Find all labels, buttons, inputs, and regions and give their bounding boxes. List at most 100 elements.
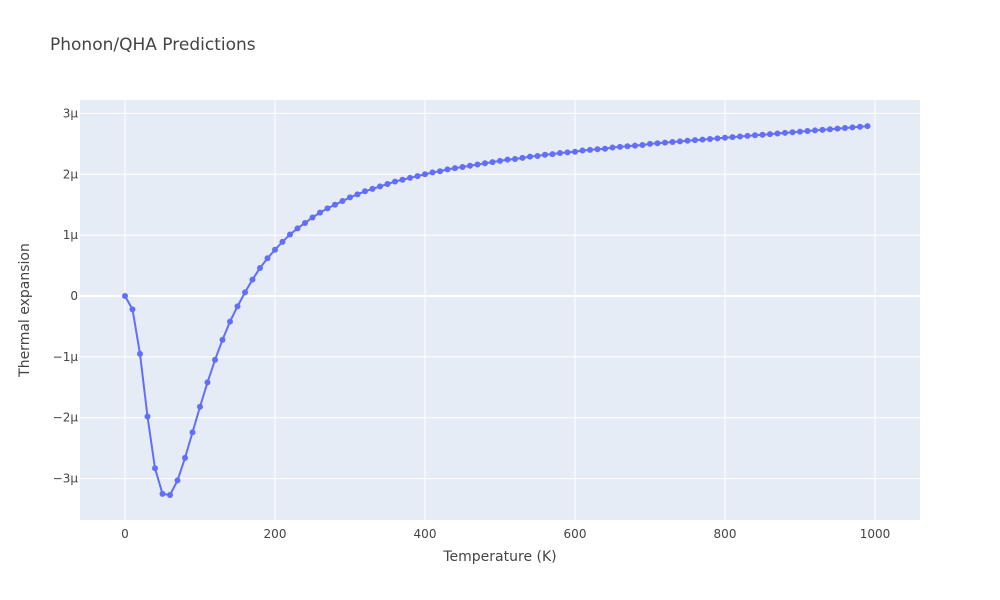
- data-point: [804, 128, 811, 135]
- data-point: [729, 134, 736, 141]
- y-tick-label: −2μ: [53, 411, 79, 425]
- data-point: [429, 169, 436, 176]
- y-tick-label: −3μ: [53, 472, 79, 486]
- data-point: [722, 134, 728, 141]
- y-tick-label: 2μ: [63, 167, 79, 181]
- data-point: [497, 157, 503, 164]
- data-point: [542, 151, 548, 158]
- data-point: [399, 176, 406, 183]
- data-point: [474, 161, 481, 168]
- data-point: [677, 138, 683, 145]
- data-point: [422, 171, 428, 178]
- y-tick-label: 1μ: [63, 228, 79, 242]
- data-point: [377, 183, 383, 190]
- x-tick-label: 600: [564, 527, 587, 541]
- data-point: [339, 198, 346, 205]
- data-point: [782, 129, 788, 136]
- data-point: [137, 350, 143, 357]
- data-point: [414, 173, 421, 180]
- data-point: [279, 238, 286, 245]
- data-point: [459, 163, 466, 170]
- y-tick-label: 0: [70, 289, 78, 303]
- data-point: [647, 140, 653, 147]
- data-point: [759, 131, 766, 138]
- data-point: [684, 137, 691, 144]
- data-point: [257, 265, 263, 271]
- data-point: [287, 231, 293, 238]
- data-point: [489, 159, 496, 166]
- data-point: [242, 289, 248, 296]
- data-point: [714, 135, 721, 142]
- data-point: [579, 147, 586, 154]
- data-point: [707, 135, 713, 142]
- data-point: [159, 490, 166, 497]
- data-point: [212, 356, 218, 363]
- data-point: [182, 454, 188, 461]
- data-point: [789, 129, 796, 136]
- data-point: [842, 125, 848, 131]
- data-point: [354, 191, 361, 198]
- data-point: [234, 303, 241, 310]
- data-point: [122, 293, 128, 299]
- data-point: [812, 127, 818, 134]
- data-point: [204, 379, 211, 386]
- series-line: [124, 125, 868, 497]
- data-point: [302, 219, 308, 226]
- data-point: [692, 137, 698, 144]
- data-point: [437, 168, 443, 175]
- data-point: [752, 132, 758, 139]
- data-point: [512, 156, 518, 163]
- data-point: [504, 156, 511, 163]
- x-axis-title: Temperature (K): [442, 549, 556, 565]
- data-point: [662, 139, 668, 146]
- data-point: [452, 165, 458, 172]
- y-tick-label: −1μ: [53, 350, 79, 364]
- data-point: [189, 429, 196, 436]
- data-point: [272, 246, 278, 253]
- data-point: [219, 336, 226, 343]
- data-point: [669, 139, 676, 145]
- data-point: [384, 181, 391, 187]
- data-point: [639, 142, 646, 149]
- x-tick-label: 0: [121, 527, 129, 541]
- data-point: [527, 153, 533, 160]
- x-tick-label: 800: [714, 527, 737, 541]
- data-point: [654, 140, 661, 147]
- data-point: [767, 131, 773, 138]
- data-point: [347, 194, 353, 201]
- data-point: [264, 255, 271, 262]
- data-point: [857, 123, 863, 130]
- x-tick-label: 1000: [860, 527, 891, 541]
- data-point: [519, 154, 526, 161]
- data-point: [609, 144, 616, 151]
- data-point: [594, 146, 601, 153]
- data-point: [362, 188, 368, 195]
- data-point: [819, 126, 826, 133]
- x-tick-label: 400: [414, 527, 437, 541]
- data-point: [572, 148, 578, 155]
- y-axis-title: Thermal expansion: [17, 243, 33, 378]
- data-point: [309, 214, 316, 221]
- data-point: [617, 143, 623, 150]
- x-tick-label: 200: [264, 527, 287, 541]
- data-point: [144, 413, 151, 420]
- data-point: [249, 276, 256, 283]
- data-point: [549, 151, 556, 158]
- data-point: [834, 125, 841, 132]
- data-point: [324, 205, 331, 212]
- data-point: [332, 201, 338, 208]
- data-point: [167, 492, 173, 499]
- data-point: [152, 465, 158, 472]
- data-point: [827, 126, 833, 133]
- data-point: [174, 477, 181, 484]
- data-point: [369, 185, 376, 192]
- data-point: [587, 146, 593, 153]
- data-point: [849, 124, 856, 131]
- data-point: [444, 166, 451, 173]
- data-point: [227, 318, 233, 325]
- chart-title: Phonon/QHA Predictions: [50, 35, 256, 55]
- data-point: [467, 162, 473, 169]
- data-point: [737, 133, 743, 140]
- data-point: [557, 149, 563, 156]
